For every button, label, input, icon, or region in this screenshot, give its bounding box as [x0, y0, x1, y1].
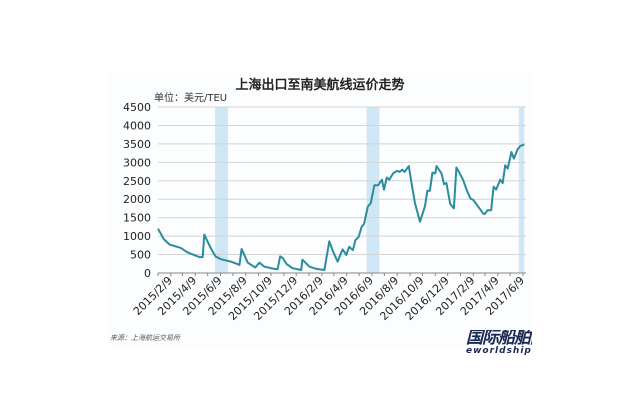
y-tick-label: 0	[144, 267, 151, 280]
series-line	[157, 143, 525, 271]
y-tick-label: 500	[130, 249, 151, 262]
y-tick-label: 2000	[123, 193, 151, 206]
shaded-band	[518, 107, 525, 273]
chart-panel: 上海出口至南美航线运价走势 单位：美元/TEU 0 500 1000 1500 2000…	[108, 72, 532, 346]
y-tick-label: 4000	[123, 119, 151, 132]
source-note: 来源：上海航运交易所	[110, 334, 181, 342]
y-tick-label: 2500	[123, 175, 151, 188]
y-tick-label: 3000	[123, 156, 151, 169]
line-chart: 上海出口至南美航线运价走势 单位：美元/TEU 0 500 1000 1500 2000…	[110, 77, 527, 342]
y-tick-label: 4500	[123, 101, 151, 114]
logo-en-text: eworldship	[466, 346, 532, 356]
watermark-logo: 国际船舶网 eworldship	[466, 330, 532, 358]
y-tick-label: 3500	[123, 138, 151, 151]
shaded-band	[215, 107, 228, 273]
y-axis-unit-label: 单位：美元/TEU	[154, 91, 227, 104]
y-tick-label: 1500	[123, 212, 151, 225]
logo-cn-text: 国际船舶网	[466, 330, 532, 348]
chart-title: 上海出口至南美航线运价走势	[235, 77, 404, 93]
y-tick-label: 1000	[123, 230, 151, 243]
